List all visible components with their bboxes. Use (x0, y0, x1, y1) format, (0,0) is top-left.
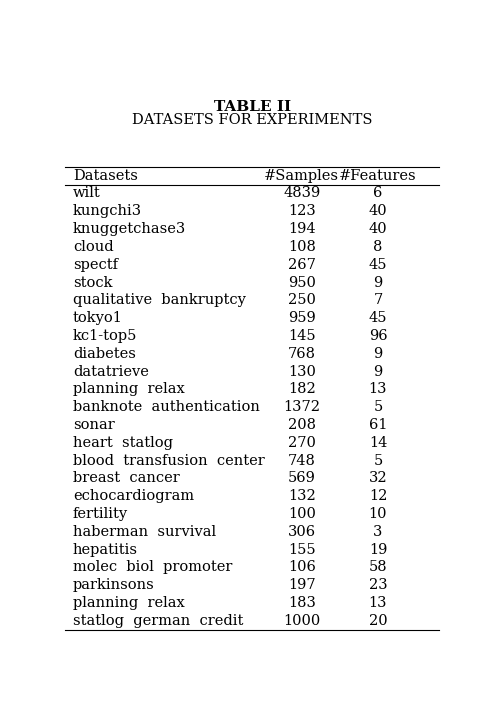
Text: cloud: cloud (73, 240, 114, 254)
Text: 100: 100 (288, 507, 316, 521)
Text: 155: 155 (288, 543, 315, 557)
Text: planning  relax: planning relax (73, 382, 184, 396)
Text: parkinsons: parkinsons (73, 578, 154, 593)
Text: 108: 108 (288, 240, 316, 254)
Text: 58: 58 (369, 560, 387, 575)
Text: sonar: sonar (73, 418, 115, 432)
Text: #Samples: #Samples (264, 168, 339, 183)
Text: 1000: 1000 (283, 614, 320, 628)
Text: 45: 45 (369, 258, 387, 271)
Text: 32: 32 (369, 472, 387, 485)
Text: 12: 12 (369, 489, 387, 503)
Text: statlog  german  credit: statlog german credit (73, 614, 244, 628)
Text: echocardiogram: echocardiogram (73, 489, 194, 503)
Text: datatrieve: datatrieve (73, 364, 149, 379)
Text: 4839: 4839 (283, 186, 320, 200)
Text: 768: 768 (288, 347, 316, 361)
Text: wilt: wilt (73, 186, 101, 200)
Text: 13: 13 (369, 596, 387, 610)
Text: 45: 45 (369, 311, 387, 325)
Text: 1372: 1372 (283, 400, 320, 414)
Text: 40: 40 (369, 222, 387, 236)
Text: #Features: #Features (339, 168, 417, 183)
Text: molec  biol  promoter: molec biol promoter (73, 560, 232, 575)
Text: 9: 9 (373, 276, 383, 289)
Text: 197: 197 (288, 578, 315, 593)
Text: breast  cancer: breast cancer (73, 472, 180, 485)
Text: 132: 132 (288, 489, 315, 503)
Text: stock: stock (73, 276, 113, 289)
Text: spectf: spectf (73, 258, 118, 271)
Text: 208: 208 (288, 418, 316, 432)
Text: kungchi3: kungchi3 (73, 204, 142, 218)
Text: hepatitis: hepatitis (73, 543, 138, 557)
Text: 194: 194 (288, 222, 315, 236)
Text: 3: 3 (373, 525, 383, 539)
Text: 183: 183 (288, 596, 316, 610)
Text: 7: 7 (373, 293, 383, 307)
Text: 959: 959 (288, 311, 315, 325)
Text: 145: 145 (288, 329, 315, 343)
Text: planning  relax: planning relax (73, 596, 184, 610)
Text: TABLE II: TABLE II (214, 100, 291, 114)
Text: blood  transfusion  center: blood transfusion center (73, 454, 265, 467)
Text: 20: 20 (369, 614, 387, 628)
Text: 5: 5 (373, 454, 383, 467)
Text: qualitative  bankruptcy: qualitative bankruptcy (73, 293, 246, 307)
Text: fertility: fertility (73, 507, 128, 521)
Text: 250: 250 (288, 293, 316, 307)
Text: 182: 182 (288, 382, 315, 396)
Text: haberman  survival: haberman survival (73, 525, 216, 539)
Text: kc1-top5: kc1-top5 (73, 329, 137, 343)
Text: 61: 61 (369, 418, 387, 432)
Text: 40: 40 (369, 204, 387, 218)
Text: 13: 13 (369, 382, 387, 396)
Text: banknote  authentication: banknote authentication (73, 400, 260, 414)
Text: 10: 10 (369, 507, 387, 521)
Text: 748: 748 (288, 454, 316, 467)
Text: 106: 106 (288, 560, 316, 575)
Text: 123: 123 (288, 204, 315, 218)
Text: 23: 23 (369, 578, 387, 593)
Text: 5: 5 (373, 400, 383, 414)
Text: 9: 9 (373, 364, 383, 379)
Text: diabetes: diabetes (73, 347, 136, 361)
Text: 306: 306 (288, 525, 316, 539)
Text: 6: 6 (373, 186, 383, 200)
Text: 267: 267 (288, 258, 316, 271)
Text: 19: 19 (369, 543, 387, 557)
Text: 569: 569 (288, 472, 316, 485)
Text: 14: 14 (369, 436, 387, 450)
Text: 950: 950 (288, 276, 316, 289)
Text: tokyo1: tokyo1 (73, 311, 123, 325)
Text: Datasets: Datasets (73, 168, 138, 183)
Text: heart  statlog: heart statlog (73, 436, 173, 450)
Text: 270: 270 (288, 436, 316, 450)
Text: knuggetchase3: knuggetchase3 (73, 222, 186, 236)
Text: 9: 9 (373, 347, 383, 361)
Text: DATASETS FOR EXPERIMENTS: DATASETS FOR EXPERIMENTS (132, 113, 372, 127)
Text: 96: 96 (369, 329, 387, 343)
Text: 8: 8 (373, 240, 383, 254)
Text: 130: 130 (288, 364, 316, 379)
